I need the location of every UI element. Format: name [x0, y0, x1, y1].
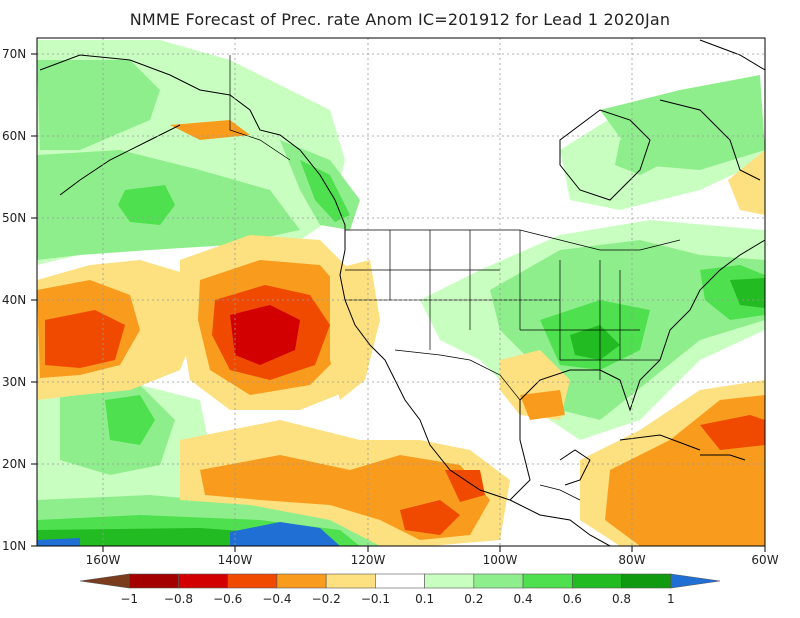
y-tick-20n: 20N — [2, 457, 26, 471]
coast-alaska-peninsula — [59, 124, 181, 196]
coast-yucatan — [559, 449, 591, 486]
coast-alaska — [39, 54, 346, 226]
coast-east-us — [659, 239, 765, 361]
orange-gulf — [520, 390, 565, 420]
y-tick-40n: 40N — [2, 293, 26, 307]
colorbar-label: −0.4 — [262, 592, 291, 606]
green-pacific-north-mid — [37, 60, 160, 150]
colorbar-label: −1 — [120, 592, 138, 606]
colorbar-label: 1 — [667, 592, 675, 606]
colorbar-swatch — [79, 573, 130, 589]
blue-south-left — [37, 538, 80, 546]
colorbar-label: 0.8 — [612, 592, 631, 606]
blue-south-pacific — [230, 522, 340, 546]
colorbar-swatch — [375, 573, 425, 589]
coast-greenland — [699, 39, 765, 71]
green-atlantic-darker — [730, 278, 765, 308]
green-sw-pacific-dark — [105, 395, 155, 445]
border-us-mexico — [394, 349, 521, 401]
coast-baja — [394, 379, 511, 501]
states-row3 — [520, 270, 660, 361]
colorbar-swatch — [572, 573, 622, 589]
y-tick-50n: 50N — [2, 211, 26, 225]
red-orange-west-pacific — [45, 310, 125, 368]
colorbar-label: −0.2 — [312, 592, 341, 606]
colorbar-label: −0.8 — [164, 592, 193, 606]
x-tick-160w: 160W — [86, 553, 121, 567]
green-eastern-us-darker — [570, 325, 620, 360]
colorbar-swatch — [128, 573, 179, 589]
coastlines — [39, 39, 765, 546]
colorbar-swatch — [276, 573, 327, 589]
coast-cuba — [619, 434, 701, 451]
red-orange-south-2 — [445, 470, 485, 502]
colorbar-label: 0.2 — [464, 592, 483, 606]
colorbar-swatch — [424, 573, 475, 589]
graticule — [37, 38, 765, 546]
yellow-northeast-canada — [728, 150, 765, 215]
map-frame — [36, 37, 766, 547]
red-central-pacific — [230, 305, 300, 365]
colorbar-label: 0.6 — [563, 592, 582, 606]
border-alaska-canada — [229, 55, 291, 161]
coast-labrador — [659, 99, 761, 181]
y-tick-70n: 70N — [2, 47, 26, 61]
coast-hispaniola — [700, 454, 746, 461]
border-mexico-south — [539, 484, 581, 501]
x-tick-60w: 60W — [751, 553, 778, 567]
colorbar-swatch — [227, 573, 278, 589]
red-orange-south-central — [400, 500, 460, 535]
x-tick-140w: 140W — [218, 553, 253, 567]
states-row1 — [345, 230, 521, 350]
coast-gulf-mexico — [509, 359, 661, 501]
x-tick-80w: 80W — [618, 553, 645, 567]
yellow-california-coast — [330, 260, 380, 400]
x-tick-120w: 120W — [351, 553, 386, 567]
y-tick-60n: 60N — [2, 129, 26, 143]
green-atlantic-dark — [700, 265, 765, 320]
red-orange-caribbean — [700, 415, 765, 450]
colorbar-label: 0.1 — [415, 592, 434, 606]
map-title: NMME Forecast of Prec. rate Anom IC=2019… — [129, 10, 671, 29]
border-us-canada — [345, 229, 681, 251]
coast-hudson — [559, 109, 651, 201]
colorbar-swatch — [621, 573, 672, 589]
coast-west-us — [339, 225, 396, 381]
colorbar-label: 0.4 — [514, 592, 533, 606]
colorbar-label: −0.6 — [213, 592, 242, 606]
colorbar-swatch — [473, 573, 524, 589]
y-tick-30n: 30N — [2, 375, 26, 389]
colorbar: −1 −0.8 −0.6 −0.4 −0.2 −0.1 0.1 0.2 0.4 0.6 0.8 1 — [79, 573, 721, 606]
x-tick-100w: 100W — [483, 553, 518, 567]
colorbar-swatch — [178, 573, 228, 589]
colorbar-swatch — [522, 573, 573, 589]
green-hudson — [615, 130, 670, 175]
green-pacific-blob — [118, 185, 175, 225]
y-tick-10n: 10N — [2, 539, 26, 553]
colorbar-swatch — [325, 573, 376, 589]
coast-central-america — [509, 499, 611, 546]
colorbar-label: −0.1 — [361, 592, 390, 606]
colorbar-swatch — [670, 573, 721, 589]
tick-marks — [31, 53, 766, 552]
